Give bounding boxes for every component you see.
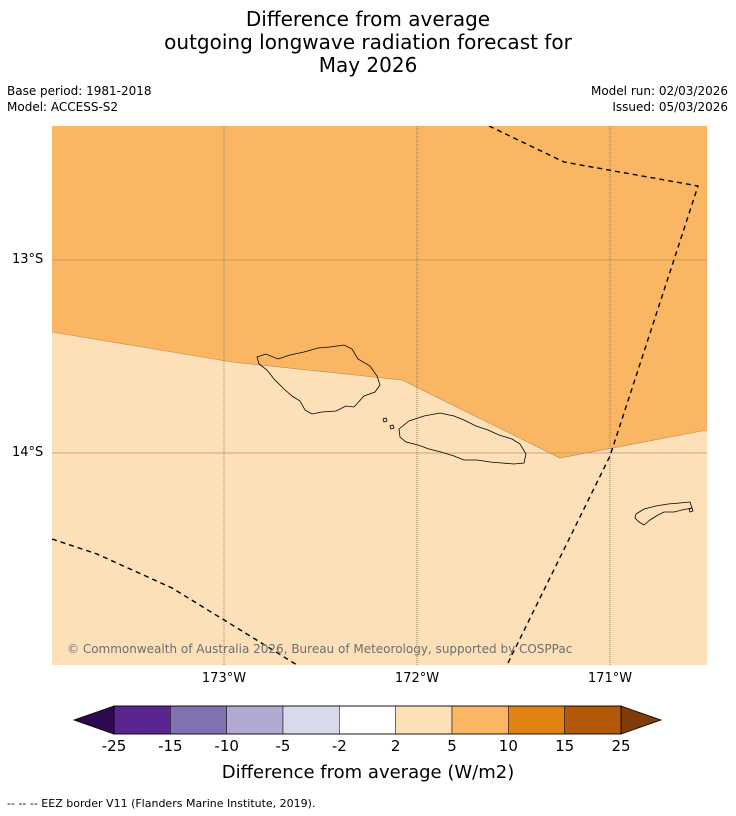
- base-period: Base period: 1981-2018: [7, 84, 152, 98]
- title-line-3: May 2026: [318, 53, 418, 77]
- colorbar-cell--2-to-2: [339, 705, 396, 735]
- island-manono: [382, 417, 388, 423]
- island-savaii: [256, 344, 381, 415]
- title-line-1: Difference from average: [245, 7, 491, 31]
- eez-border-south: [52, 538, 298, 665]
- colorbar-label: Difference from average (W/m2): [221, 762, 515, 783]
- eez-footnote: -- -- -- EEZ border V11 (Flanders Marine…: [7, 797, 316, 810]
- meta-right: Model run: 02/03/2026 Issued: 05/03/2026: [591, 83, 728, 115]
- colorbar-cell--10-to--5: [226, 705, 284, 735]
- anomaly-region-2-5: [52, 332, 707, 665]
- colorbar-tick: -10: [214, 737, 239, 755]
- colorbar-cell-5-to-10: [451, 705, 509, 735]
- map-panel: [52, 126, 707, 665]
- colorbar-cell--25-to--15: [113, 705, 171, 735]
- colorbar-cell-2-to-5: [395, 705, 453, 735]
- colorbar-outline: [113, 705, 622, 735]
- lon-label-173w: 173°W: [201, 671, 247, 686]
- copyright-notice: © Commonwealth of Australia 2026, Bureau…: [67, 642, 573, 656]
- lat-label-14s: 14°S: [12, 445, 44, 460]
- issued-date: Issued: 05/03/2026: [612, 100, 728, 114]
- colorbar-cell-15-to-25: [564, 705, 622, 735]
- colorbar-tick: 15: [555, 737, 575, 755]
- map-title: Difference from average outgoing longwav…: [0, 8, 736, 77]
- colorbar-tick: 2: [390, 737, 401, 755]
- meta-left: Base period: 1981-2018 Model: ACCESS-S2: [7, 83, 152, 115]
- colorbar-over-arrow: [620, 705, 663, 735]
- island-aunuu: [688, 507, 694, 513]
- model-run: Model run: 02/03/2026: [590, 84, 728, 98]
- eez-border-east: [488, 126, 699, 665]
- colorbar-tick: 10: [498, 737, 518, 755]
- colorbar-under-arrow: [72, 705, 115, 735]
- colorbar-tick: -15: [158, 737, 183, 755]
- island-upolu: [398, 412, 527, 465]
- contour-boundary: [52, 331, 707, 459]
- colorbar-cell-10-to-15: [508, 705, 565, 735]
- colorbar-tick: -5: [275, 737, 291, 755]
- colorbar-cell--15-to--10: [170, 705, 227, 735]
- island-tutuila: [634, 501, 693, 526]
- lon-label-172w: 172°W: [394, 671, 440, 686]
- lon-label-171w: 171°W: [587, 671, 633, 686]
- model-name: Model: ACCESS-S2: [7, 100, 119, 114]
- colorbar-tick: -25: [101, 737, 127, 755]
- colorbar-cell--5-to--2: [282, 705, 340, 735]
- title-line-2: outgoing longwave radiation forecast for: [164, 30, 572, 54]
- island-apolima: [389, 424, 395, 430]
- lat-label-13s: 13°S: [12, 252, 44, 267]
- colorbar-tick: 25: [611, 737, 631, 755]
- colorbar-tick: -2: [331, 737, 347, 755]
- colorbar-tick: 5: [447, 737, 457, 755]
